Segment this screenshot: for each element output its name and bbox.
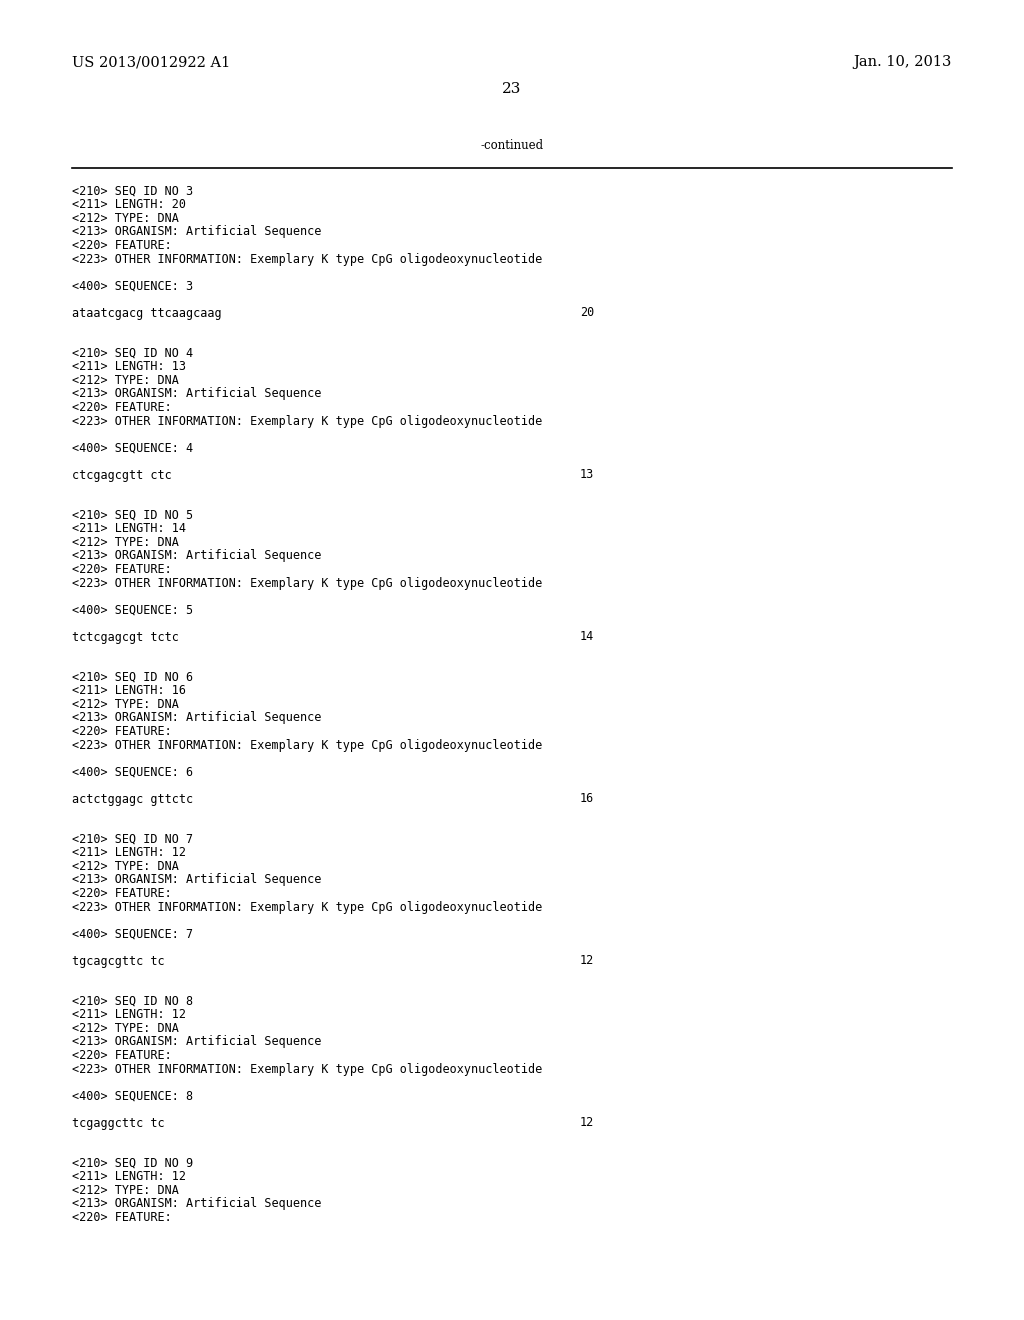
- Text: <210> SEQ ID NO 4: <210> SEQ ID NO 4: [72, 347, 194, 360]
- Text: tcgaggcttc tc: tcgaggcttc tc: [72, 1117, 165, 1130]
- Text: <223> OTHER INFORMATION: Exemplary K type CpG oligodeoxynucleotide: <223> OTHER INFORMATION: Exemplary K typ…: [72, 1063, 543, 1076]
- Text: <220> FEATURE:: <220> FEATURE:: [72, 401, 172, 414]
- Text: <220> FEATURE:: <220> FEATURE:: [72, 564, 172, 576]
- Text: <212> TYPE: DNA: <212> TYPE: DNA: [72, 1022, 179, 1035]
- Text: 13: 13: [580, 469, 594, 482]
- Text: <211> LENGTH: 12: <211> LENGTH: 12: [72, 846, 186, 859]
- Text: US 2013/0012922 A1: US 2013/0012922 A1: [72, 55, 230, 69]
- Text: <220> FEATURE:: <220> FEATURE:: [72, 887, 172, 900]
- Text: <213> ORGANISM: Artificial Sequence: <213> ORGANISM: Artificial Sequence: [72, 1197, 322, 1210]
- Text: <220> FEATURE:: <220> FEATURE:: [72, 1210, 172, 1224]
- Text: <400> SEQUENCE: 6: <400> SEQUENCE: 6: [72, 766, 194, 779]
- Text: tctcgagcgt tctc: tctcgagcgt tctc: [72, 631, 179, 644]
- Text: <400> SEQUENCE: 3: <400> SEQUENCE: 3: [72, 280, 194, 293]
- Text: <211> LENGTH: 12: <211> LENGTH: 12: [72, 1171, 186, 1184]
- Text: <210> SEQ ID NO 6: <210> SEQ ID NO 6: [72, 671, 194, 684]
- Text: 12: 12: [580, 1117, 594, 1130]
- Text: <213> ORGANISM: Artificial Sequence: <213> ORGANISM: Artificial Sequence: [72, 388, 322, 400]
- Text: 12: 12: [580, 954, 594, 968]
- Text: <220> FEATURE:: <220> FEATURE:: [72, 725, 172, 738]
- Text: <211> LENGTH: 13: <211> LENGTH: 13: [72, 360, 186, 374]
- Text: 23: 23: [503, 82, 521, 96]
- Text: actctggagc gttctc: actctggagc gttctc: [72, 792, 194, 805]
- Text: <210> SEQ ID NO 9: <210> SEQ ID NO 9: [72, 1158, 194, 1170]
- Text: <212> TYPE: DNA: <212> TYPE: DNA: [72, 213, 179, 224]
- Text: <400> SEQUENCE: 8: <400> SEQUENCE: 8: [72, 1089, 194, 1102]
- Text: <400> SEQUENCE: 5: <400> SEQUENCE: 5: [72, 603, 194, 616]
- Text: ataatcgacg ttcaagcaag: ataatcgacg ttcaagcaag: [72, 306, 221, 319]
- Text: -continued: -continued: [480, 139, 544, 152]
- Text: <212> TYPE: DNA: <212> TYPE: DNA: [72, 536, 179, 549]
- Text: <400> SEQUENCE: 4: <400> SEQUENCE: 4: [72, 441, 194, 454]
- Text: <223> OTHER INFORMATION: Exemplary K type CpG oligodeoxynucleotide: <223> OTHER INFORMATION: Exemplary K typ…: [72, 738, 543, 751]
- Text: <211> LENGTH: 14: <211> LENGTH: 14: [72, 523, 186, 536]
- Text: <213> ORGANISM: Artificial Sequence: <213> ORGANISM: Artificial Sequence: [72, 226, 322, 239]
- Text: <212> TYPE: DNA: <212> TYPE: DNA: [72, 698, 179, 711]
- Text: <223> OTHER INFORMATION: Exemplary K type CpG oligodeoxynucleotide: <223> OTHER INFORMATION: Exemplary K typ…: [72, 252, 543, 265]
- Text: tgcagcgttc tc: tgcagcgttc tc: [72, 954, 165, 968]
- Text: <211> LENGTH: 16: <211> LENGTH: 16: [72, 685, 186, 697]
- Text: <220> FEATURE:: <220> FEATURE:: [72, 239, 172, 252]
- Text: ctcgagcgtt ctc: ctcgagcgtt ctc: [72, 469, 172, 482]
- Text: <223> OTHER INFORMATION: Exemplary K type CpG oligodeoxynucleotide: <223> OTHER INFORMATION: Exemplary K typ…: [72, 414, 543, 428]
- Text: <213> ORGANISM: Artificial Sequence: <213> ORGANISM: Artificial Sequence: [72, 1035, 322, 1048]
- Text: Jan. 10, 2013: Jan. 10, 2013: [854, 55, 952, 69]
- Text: <211> LENGTH: 12: <211> LENGTH: 12: [72, 1008, 186, 1022]
- Text: <210> SEQ ID NO 8: <210> SEQ ID NO 8: [72, 995, 194, 1008]
- Text: <400> SEQUENCE: 7: <400> SEQUENCE: 7: [72, 928, 194, 940]
- Text: <212> TYPE: DNA: <212> TYPE: DNA: [72, 861, 179, 873]
- Text: <223> OTHER INFORMATION: Exemplary K type CpG oligodeoxynucleotide: <223> OTHER INFORMATION: Exemplary K typ…: [72, 900, 543, 913]
- Text: <220> FEATURE:: <220> FEATURE:: [72, 1049, 172, 1063]
- Text: <213> ORGANISM: Artificial Sequence: <213> ORGANISM: Artificial Sequence: [72, 711, 322, 725]
- Text: 20: 20: [580, 306, 594, 319]
- Text: <210> SEQ ID NO 7: <210> SEQ ID NO 7: [72, 833, 194, 846]
- Text: <213> ORGANISM: Artificial Sequence: <213> ORGANISM: Artificial Sequence: [72, 874, 322, 887]
- Text: <213> ORGANISM: Artificial Sequence: <213> ORGANISM: Artificial Sequence: [72, 549, 322, 562]
- Text: 16: 16: [580, 792, 594, 805]
- Text: <211> LENGTH: 20: <211> LENGTH: 20: [72, 198, 186, 211]
- Text: <210> SEQ ID NO 3: <210> SEQ ID NO 3: [72, 185, 194, 198]
- Text: 14: 14: [580, 631, 594, 644]
- Text: <212> TYPE: DNA: <212> TYPE: DNA: [72, 1184, 179, 1197]
- Text: <212> TYPE: DNA: <212> TYPE: DNA: [72, 374, 179, 387]
- Text: <223> OTHER INFORMATION: Exemplary K type CpG oligodeoxynucleotide: <223> OTHER INFORMATION: Exemplary K typ…: [72, 577, 543, 590]
- Text: <210> SEQ ID NO 5: <210> SEQ ID NO 5: [72, 510, 194, 521]
